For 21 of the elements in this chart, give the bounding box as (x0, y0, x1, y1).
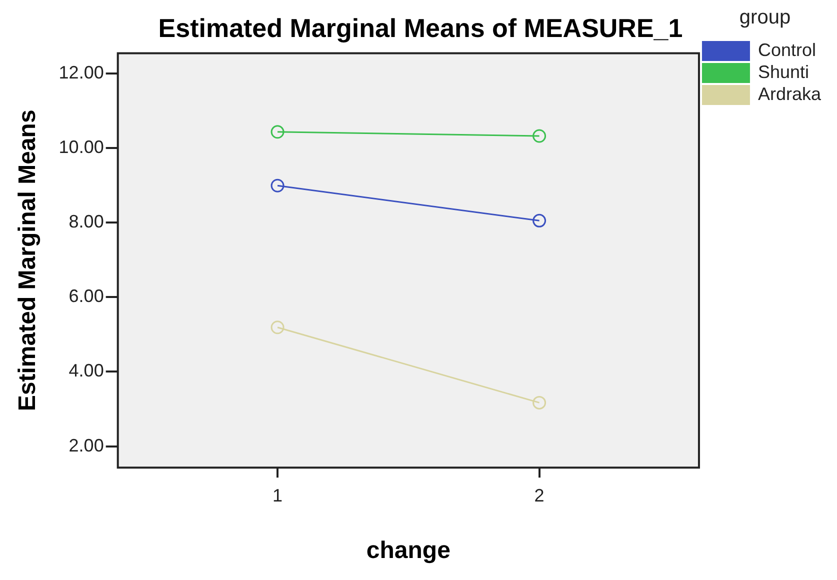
point (270, 125, 284, 139)
y-tick-label: 2.00 (68, 435, 104, 456)
legend-label: Ardraka (758, 84, 822, 104)
y-axis-title: Estimated Marginal Means (14, 110, 42, 412)
x-axis-title: change (366, 537, 450, 564)
legend-label: Shunti (758, 62, 810, 82)
x-tick-label: 1 (272, 485, 283, 506)
y-tick-label: 8.00 (68, 212, 104, 232)
point (532, 214, 546, 228)
x-tick-label: 2 (534, 485, 544, 506)
y-tick-label: 6.00 (68, 286, 104, 306)
y-tick-label: 10.00 (58, 136, 104, 157)
point (532, 129, 546, 143)
chart-title: Estimated Marginal Means of MEASURE_1 (158, 12, 683, 43)
y-tick-label: 12.00 (58, 62, 104, 82)
point (270, 320, 284, 334)
point (270, 178, 284, 192)
y-tick-label: 4.00 (68, 360, 104, 381)
legend-title: group (739, 6, 791, 29)
legend-label: Control (758, 40, 816, 60)
point (532, 396, 546, 410)
